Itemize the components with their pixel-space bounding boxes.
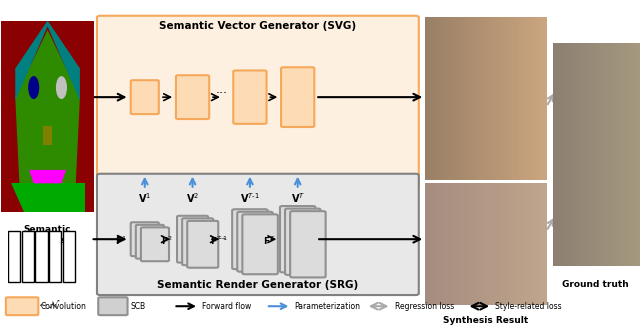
FancyBboxPatch shape <box>97 16 419 190</box>
FancyBboxPatch shape <box>136 225 164 259</box>
Text: Semantic Vector Generator (SVG): Semantic Vector Generator (SVG) <box>159 21 356 30</box>
FancyArrowPatch shape <box>371 303 387 310</box>
Text: Convolution: Convolution <box>41 302 87 311</box>
FancyBboxPatch shape <box>233 70 266 124</box>
FancyArrowPatch shape <box>472 303 487 310</box>
Text: $\mathbf{V}^T$: $\mathbf{V}^T$ <box>291 191 305 205</box>
FancyArrowPatch shape <box>247 179 253 187</box>
FancyArrowPatch shape <box>190 179 195 187</box>
FancyBboxPatch shape <box>176 75 209 119</box>
FancyArrowPatch shape <box>548 95 553 104</box>
FancyBboxPatch shape <box>281 67 314 127</box>
FancyBboxPatch shape <box>285 209 321 275</box>
FancyBboxPatch shape <box>188 221 218 268</box>
FancyBboxPatch shape <box>131 222 159 256</box>
FancyArrowPatch shape <box>211 94 218 100</box>
FancyArrowPatch shape <box>93 236 124 243</box>
Text: $\mathbf{V}^2$: $\mathbf{V}^2$ <box>186 191 199 205</box>
FancyArrowPatch shape <box>319 236 420 243</box>
Text: $\mathbf{F}^2$: $\mathbf{F}^2$ <box>161 234 173 247</box>
FancyArrowPatch shape <box>268 236 275 243</box>
FancyArrowPatch shape <box>211 236 217 243</box>
Text: ···: ··· <box>214 233 227 246</box>
Text: $\mathbf{F}^T$: $\mathbf{F}^T$ <box>264 234 276 247</box>
Text: $\mathbf{V}^{T\text{-}1}$: $\mathbf{V}^{T\text{-}1}$ <box>240 191 260 205</box>
FancyArrowPatch shape <box>176 303 194 309</box>
Text: Parameterization: Parameterization <box>294 302 360 311</box>
Text: $\mathbf{F}^1$: $\mathbf{F}^1$ <box>115 234 126 247</box>
FancyBboxPatch shape <box>232 209 268 269</box>
FancyArrowPatch shape <box>269 303 286 309</box>
FancyArrowPatch shape <box>142 179 148 187</box>
FancyBboxPatch shape <box>6 297 38 315</box>
FancyBboxPatch shape <box>182 218 213 265</box>
FancyArrowPatch shape <box>163 94 170 100</box>
FancyArrowPatch shape <box>161 236 168 243</box>
Text: Regression loss: Regression loss <box>395 302 454 311</box>
FancyBboxPatch shape <box>141 227 169 261</box>
FancyBboxPatch shape <box>237 212 273 272</box>
FancyBboxPatch shape <box>177 216 208 263</box>
FancyBboxPatch shape <box>243 214 278 274</box>
FancyArrowPatch shape <box>269 94 276 100</box>
Text: Semantic Render Generator (SRG): Semantic Render Generator (SRG) <box>157 280 358 290</box>
Text: SCB: SCB <box>130 302 145 311</box>
FancyBboxPatch shape <box>131 80 159 114</box>
Text: Style-related loss: Style-related loss <box>495 302 562 311</box>
FancyBboxPatch shape <box>290 211 326 277</box>
Text: $\mathbf{V}^1$: $\mathbf{V}^1$ <box>138 191 152 205</box>
Text: $\mathbf{F}^{T\text{-}1}$: $\mathbf{F}^{T\text{-}1}$ <box>211 234 228 247</box>
FancyArrowPatch shape <box>548 220 553 229</box>
FancyBboxPatch shape <box>97 174 419 295</box>
Text: Forward flow: Forward flow <box>202 302 252 311</box>
FancyArrowPatch shape <box>93 94 124 100</box>
FancyBboxPatch shape <box>280 206 316 272</box>
FancyBboxPatch shape <box>99 297 127 315</box>
FancyArrowPatch shape <box>295 179 300 187</box>
FancyArrowPatch shape <box>318 94 420 100</box>
Text: ···: ··· <box>215 87 227 100</box>
